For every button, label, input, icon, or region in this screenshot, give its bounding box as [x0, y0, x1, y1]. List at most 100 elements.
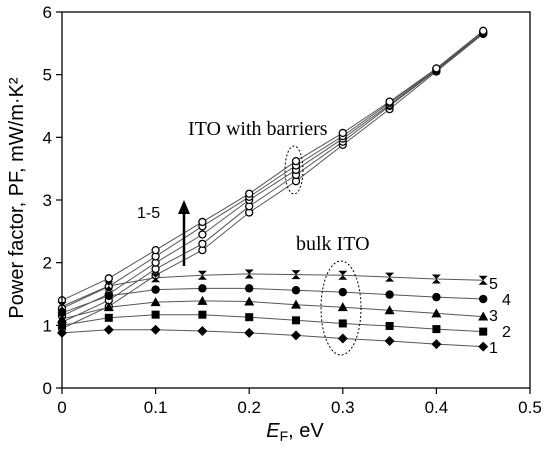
y-tick-label: 3 [43, 191, 52, 210]
bulk-point-s3-p5 [244, 296, 255, 306]
bulk-series-markers [57, 269, 489, 352]
y-axis-label: Power factor, PF, mW/m·K² [6, 77, 28, 318]
bulk-point-s5-p6 [291, 270, 301, 280]
annotation-bulk: bulk ITO [296, 233, 370, 255]
bulk-point-s5-p3 [151, 273, 161, 283]
x-tick-label: 0 [57, 398, 66, 417]
x-axis-label-main: E [266, 420, 280, 442]
y-tick-label: 5 [43, 66, 52, 85]
bulk-point-s1-p6 [291, 330, 301, 341]
bulk-line-1 [61, 329, 484, 348]
bulk-point-s2-p7 [338, 319, 347, 328]
series-label-4: 4 [502, 292, 511, 309]
x-tick-label: 0.5 [518, 398, 542, 417]
bulk-point-s3-p10 [478, 311, 489, 321]
bulk-point-s3-p8 [384, 305, 395, 315]
bulk-point-s2-p2 [104, 313, 113, 322]
bulk-point-s1-p8 [384, 336, 395, 346]
x-tick-label: 0.4 [425, 398, 449, 417]
bulk-point-s3-p7 [337, 302, 348, 312]
barrier-point-s5-p8 [385, 97, 394, 106]
bulk-point-s4-p8 [385, 290, 394, 299]
barrier-point-s5-p7 [338, 128, 347, 138]
barrier-line-4 [61, 31, 484, 309]
bulk-line-2 [61, 314, 484, 333]
bulk-point-s2-p10 [479, 327, 488, 336]
barrier-point-s5-p2 [104, 274, 113, 283]
x-axis-label-sub: F [280, 428, 289, 444]
bulk-point-s4-p10 [479, 294, 488, 304]
bulk-point-s2-p4 [198, 310, 207, 319]
bulk-point-s5-p5 [244, 269, 254, 279]
bulk-point-s4-p5 [245, 284, 254, 293]
bulk-point-s3-p6 [291, 299, 301, 309]
bulk-point-s2-p9 [432, 325, 441, 334]
series-label-5: 5 [489, 276, 498, 293]
barrier-line-2 [61, 32, 484, 323]
series-label-1: 1 [489, 340, 498, 357]
barrier-line-1 [61, 33, 484, 329]
series-label-3: 3 [489, 308, 498, 325]
barrier-point-s2-p4 [198, 239, 207, 249]
x-axis-ticks: 0 0.1 0.2 0.3 0.4 0.5 [57, 388, 542, 417]
bulk-point-s1-p5 [244, 327, 255, 338]
bulk-series-lines [61, 273, 484, 348]
bulk-point-s5-p10 [478, 275, 488, 285]
bulk-point-s5-p1 [57, 302, 67, 312]
bulk-point-s3-p4 [197, 295, 208, 305]
barrier-point-s5-p10 [479, 26, 488, 35]
x-tick-label: 0.3 [331, 398, 355, 417]
bulk-point-s4-p6 [291, 286, 301, 295]
bulk-ellipse [320, 260, 362, 356]
x-tick-label: 0.2 [237, 398, 261, 417]
bulk-point-s5-p8 [385, 272, 395, 282]
bulk-line-3 [61, 300, 484, 320]
barrier-series-markers [57, 26, 488, 333]
bulk-point-s4-p3 [151, 285, 160, 294]
bulk-point-s3-p9 [431, 308, 442, 318]
bulk-point-s3-p3 [150, 297, 161, 307]
bulk-point-s4-p4 [198, 284, 207, 293]
barrier-point-s5-p3 [151, 245, 160, 255]
arrow-head [178, 200, 190, 214]
barrier-point-s3-p4 [198, 230, 207, 239]
annotation-barriers: ITO with barriers [188, 118, 328, 140]
barrier-line-5 [61, 30, 484, 301]
bulk-point-s2-p3 [151, 310, 160, 319]
bulk-point-s4-p9 [432, 292, 441, 302]
bulk-point-s5-p7 [338, 270, 348, 280]
barrier-point-s5-p6 [291, 156, 301, 166]
bulk-point-s1-p7 [337, 333, 348, 344]
bulk-point-s5-p4 [197, 270, 207, 280]
bulk-point-s1-p3 [150, 324, 161, 335]
bulk-point-s1-p9 [431, 339, 442, 350]
bulk-point-s5-p2 [104, 281, 114, 291]
barrier-point-s5-p4 [198, 217, 207, 227]
barrier-line-3 [61, 32, 484, 317]
bulk-line-5 [61, 273, 484, 307]
bulk-point-s2-p6 [292, 316, 300, 325]
x-axis-label-unit: , eV [288, 420, 324, 442]
bulk-point-s4-p2 [104, 291, 114, 301]
bulk-point-s4-p7 [338, 287, 347, 297]
y-tick-label: 0 [43, 379, 52, 398]
barrier-series-lines [61, 30, 484, 329]
bulk-point-s1-p2 [103, 324, 114, 335]
series-label-2: 2 [502, 324, 511, 341]
barrier-ellipse [284, 145, 304, 195]
bulk-point-s1-p4 [197, 325, 208, 336]
barrier-point-s5-p9 [432, 64, 441, 73]
y-tick-label: 2 [43, 254, 52, 273]
y-tick-label: 6 [43, 3, 52, 22]
x-tick-label: 0.1 [144, 398, 168, 417]
bulk-point-s3-p2 [103, 302, 114, 312]
bulk-point-s5-p9 [431, 274, 441, 284]
bulk-point-s1-p10 [478, 341, 489, 352]
x-axis-label: EF, eV [266, 420, 324, 444]
y-tick-label: 4 [43, 128, 52, 147]
annotation-range: 1-5 [137, 205, 160, 222]
barrier-point-s5-p5 [245, 189, 254, 198]
bulk-point-s2-p8 [385, 321, 394, 330]
y-tick-label: 1 [43, 316, 52, 335]
